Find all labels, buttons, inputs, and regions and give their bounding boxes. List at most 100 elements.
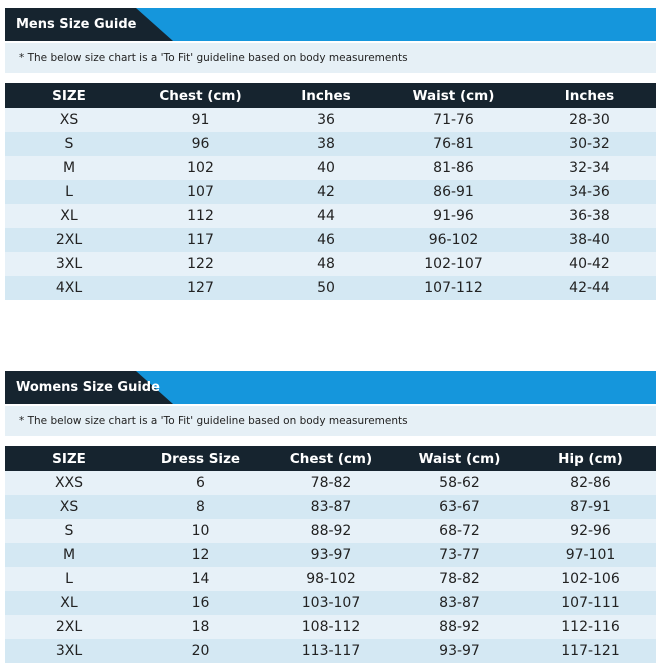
table-cell: 88-92 [394, 615, 525, 639]
table-header-row: SIZE Chest (cm) Inches Waist (cm) Inches [5, 83, 656, 108]
table-cell: 10 [133, 519, 268, 543]
table-cell: 107 [133, 180, 268, 204]
table-cell: 117-121 [525, 639, 656, 663]
table-cell: 50 [268, 276, 384, 300]
table-cell: 12 [133, 543, 268, 567]
table-row: XS 91 36 71-76 28-30 [5, 108, 656, 132]
table-cell: 71-76 [384, 108, 523, 132]
table-cell: 73-77 [394, 543, 525, 567]
table-row: M 102 40 81-86 32-34 [5, 156, 656, 180]
table-cell: L [5, 180, 133, 204]
womens-guide-title: Womens Size Guide [16, 380, 160, 395]
womens-guide-note: * The below size chart is a 'To Fit' gui… [5, 406, 656, 436]
table-cell: 97-101 [525, 543, 656, 567]
table-cell: 32-34 [523, 156, 656, 180]
table-cell: 102-107 [384, 252, 523, 276]
table-cell: 44 [268, 204, 384, 228]
table-header-row: SIZE Dress Size Chest (cm) Waist (cm) Hi… [5, 446, 656, 471]
table-cell: 38-40 [523, 228, 656, 252]
table-cell: XL [5, 591, 133, 615]
table-cell: S [5, 519, 133, 543]
mens-table-body: XS 91 36 71-76 28-30 S 96 38 76-81 30-32 M 102 40 81-… [5, 108, 656, 300]
table-cell: 28-30 [523, 108, 656, 132]
table-cell: 4XL [5, 276, 133, 300]
table-cell: 107-112 [384, 276, 523, 300]
table-cell: 113-117 [268, 639, 394, 663]
table-cell: 42-44 [523, 276, 656, 300]
table-cell: 16 [133, 591, 268, 615]
table-cell: S [5, 132, 133, 156]
table-row: S 10 88-92 68-72 92-96 [5, 519, 656, 543]
table-row: 2XL 18 108-112 88-92 112-116 [5, 615, 656, 639]
table-row: L 14 98-102 78-82 102-106 [5, 567, 656, 591]
table-cell: 83-87 [268, 495, 394, 519]
table-cell: 40 [268, 156, 384, 180]
table-cell: 117 [133, 228, 268, 252]
table-cell: 63-67 [394, 495, 525, 519]
mens-guide-header: Mens Size Guide [5, 8, 656, 41]
mens-size-table: SIZE Chest (cm) Inches Waist (cm) Inches… [5, 83, 656, 300]
womens-size-table: SIZE Dress Size Chest (cm) Waist (cm) Hi… [5, 446, 656, 663]
table-cell: 127 [133, 276, 268, 300]
table-cell: XXS [5, 471, 133, 495]
table-row: S 96 38 76-81 30-32 [5, 132, 656, 156]
column-header: Inches [523, 83, 656, 108]
table-cell: 96-102 [384, 228, 523, 252]
table-cell: 91 [133, 108, 268, 132]
mens-size-guide: Mens Size Guide * The below size chart i… [5, 8, 656, 300]
table-cell: 86-91 [384, 180, 523, 204]
table-cell: 14 [133, 567, 268, 591]
table-cell: 6 [133, 471, 268, 495]
mens-guide-title: Mens Size Guide [16, 17, 137, 32]
table-cell: 93-97 [268, 543, 394, 567]
table-cell: M [5, 156, 133, 180]
table-cell: M [5, 543, 133, 567]
womens-guide-header: Womens Size Guide [5, 371, 656, 404]
table-cell: 122 [133, 252, 268, 276]
table-cell: 34-36 [523, 180, 656, 204]
table-cell: 68-72 [394, 519, 525, 543]
table-row: 3XL 20 113-117 93-97 117-121 [5, 639, 656, 663]
table-cell: L [5, 567, 133, 591]
table-cell: 58-62 [394, 471, 525, 495]
table-cell: 36-38 [523, 204, 656, 228]
table-cell: 38 [268, 132, 384, 156]
column-header: Waist (cm) [394, 446, 525, 471]
table-cell: 112 [133, 204, 268, 228]
table-cell: 48 [268, 252, 384, 276]
table-cell: 92-96 [525, 519, 656, 543]
table-cell: 78-82 [268, 471, 394, 495]
table-cell: 81-86 [384, 156, 523, 180]
table-row: 3XL 122 48 102-107 40-42 [5, 252, 656, 276]
table-cell: 107-111 [525, 591, 656, 615]
table-row: XL 16 103-107 83-87 107-111 [5, 591, 656, 615]
column-header: SIZE [5, 83, 133, 108]
table-cell: 42 [268, 180, 384, 204]
table-cell: 93-97 [394, 639, 525, 663]
table-cell: 91-96 [384, 204, 523, 228]
table-cell: 98-102 [268, 567, 394, 591]
column-header: Dress Size [133, 446, 268, 471]
table-cell: 76-81 [384, 132, 523, 156]
table-cell: 103-107 [268, 591, 394, 615]
table-row: 2XL 117 46 96-102 38-40 [5, 228, 656, 252]
table-cell: 3XL [5, 639, 133, 663]
table-cell: 88-92 [268, 519, 394, 543]
column-header: Waist (cm) [384, 83, 523, 108]
table-cell: 20 [133, 639, 268, 663]
table-cell: 112-116 [525, 615, 656, 639]
table-cell: 102-106 [525, 567, 656, 591]
table-cell: XS [5, 495, 133, 519]
column-header: Hip (cm) [525, 446, 656, 471]
table-cell: 2XL [5, 615, 133, 639]
womens-table-body: XXS 6 78-82 58-62 82-86 XS 8 83-87 63-67 87-91 S 10… [5, 471, 656, 663]
column-header: Chest (cm) [268, 446, 394, 471]
table-cell: 3XL [5, 252, 133, 276]
table-cell: 40-42 [523, 252, 656, 276]
table-cell: 30-32 [523, 132, 656, 156]
table-row: XXS 6 78-82 58-62 82-86 [5, 471, 656, 495]
column-header: Chest (cm) [133, 83, 268, 108]
table-row: M 12 93-97 73-77 97-101 [5, 543, 656, 567]
column-header: SIZE [5, 446, 133, 471]
table-row: L 107 42 86-91 34-36 [5, 180, 656, 204]
